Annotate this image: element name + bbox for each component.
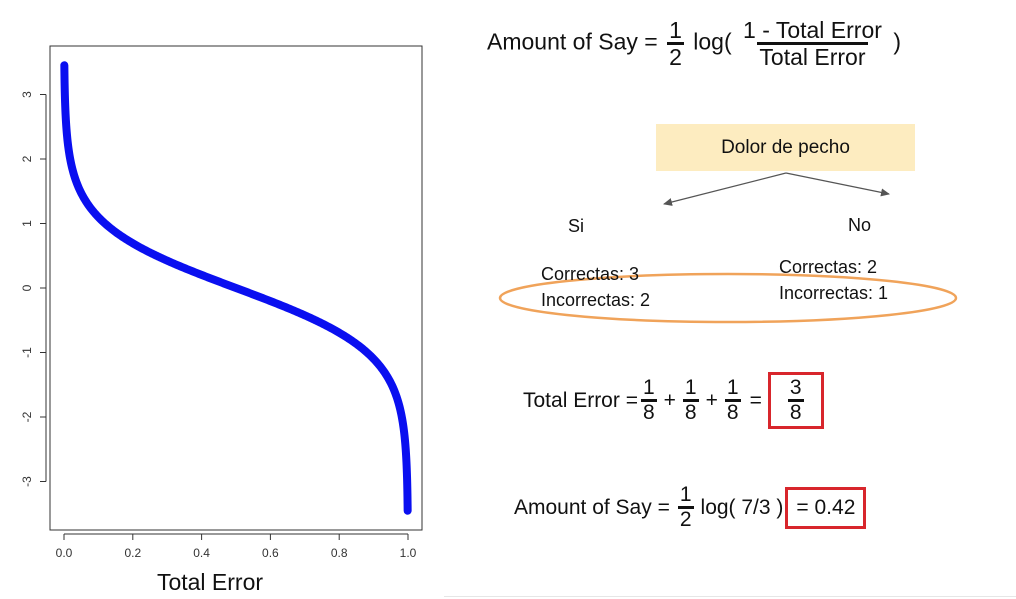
term-2-numerator: 1: [684, 376, 697, 399]
amount-of-say-formula: Amount of Say = 1 2 log( 1 - Total Error…: [487, 18, 901, 69]
result-numerator: 3: [789, 376, 802, 399]
amount-say-highlight-box: = 0.42: [785, 486, 867, 529]
amount-of-say-chart: 0.0 0.2 0.4 0.6 0.8 1.0 3 2 1 0 -1 -2 -3 Total Erro…: [20, 45, 423, 595]
x-tick-label: 0.2: [124, 546, 141, 560]
result-denominator: 8: [787, 399, 804, 425]
result-half-fraction: 1 2: [677, 483, 694, 532]
term-3-denominator: 8: [724, 399, 741, 425]
half-numerator: 1: [669, 17, 682, 43]
result-highlight-box: 3 8: [767, 372, 824, 430]
x-tick-label: 0.8: [331, 546, 348, 560]
branch-left-arrow: [663, 172, 787, 206]
y-tick-label: 2: [20, 155, 34, 162]
leaf-left-correct: Correctas: 3: [541, 264, 640, 284]
y-tick-label: 1: [20, 220, 34, 227]
tree-branches: [663, 172, 890, 206]
y-tick-label: 0: [20, 284, 34, 291]
half-denominator: 2: [667, 42, 684, 71]
term-3-numerator: 1: [726, 376, 739, 399]
y-tick-label: -2: [20, 411, 34, 422]
leaf-right-counts: Correctas: 2 Incorrectas: 1: [779, 254, 888, 306]
half-fraction: 1 2: [667, 18, 684, 69]
y-tick-label: -1: [20, 347, 34, 358]
x-tick-label: 1.0: [400, 546, 417, 560]
term-1-fraction: 1 8: [640, 376, 657, 425]
term-1-numerator: 1: [642, 376, 655, 399]
y-axis: 3 2 1 0 -1 -2 -3: [20, 91, 47, 487]
x-axis-label: Total Error: [157, 569, 263, 595]
result-log-expression: log( 7/3 ): [700, 495, 784, 519]
error-ratio-denominator: Total Error: [757, 42, 868, 71]
term-2-denominator: 8: [682, 399, 699, 425]
term-1-denominator: 8: [640, 399, 657, 425]
x-tick-label: 0.4: [193, 546, 210, 560]
log-close: ): [893, 28, 901, 55]
result-half-numerator: 1: [679, 483, 692, 506]
plus-sign: +: [663, 388, 676, 412]
amount-of-say-result: Amount of Say = 1 2 log( 7/3 ) = 0.42: [514, 483, 867, 532]
branch-right-arrow: [785, 172, 890, 197]
leaf-right-correct: Correctas: 2: [779, 257, 878, 277]
total-error-lhs: Total Error =: [523, 388, 638, 412]
error-ratio-fraction: 1 - Total Error Total Error: [741, 18, 884, 69]
bottom-divider: [444, 596, 1016, 597]
formula-lhs: Amount of Say =: [487, 28, 658, 55]
x-axis: 0.0 0.2 0.4 0.6 0.8 1.0: [56, 533, 417, 560]
result-fraction: 3 8: [787, 376, 804, 425]
total-error-formula: Total Error = 1 8 + 1 8 + 1 8 = 3 8: [523, 372, 824, 430]
log-open: log(: [693, 28, 732, 55]
plus-sign: +: [705, 388, 718, 412]
term-3-fraction: 1 8: [724, 376, 741, 425]
leaf-right-incorrect: Incorrectas: 1: [779, 283, 889, 303]
y-tick-label: 3: [20, 91, 34, 98]
leaf-left-counts: Correctas: 3 Incorrectas: 2: [541, 261, 650, 313]
error-ratio-numerator: 1 - Total Error: [743, 17, 882, 43]
amount-say-value: = 0.42: [796, 495, 856, 519]
leaf-highlight-ellipse: [498, 272, 958, 324]
x-tick-label: 0.0: [56, 546, 73, 560]
branch-left-label: Si: [568, 216, 585, 236]
plot-frame: [49, 45, 423, 531]
y-tick-label: -3: [20, 476, 34, 487]
branch-right-label: No: [848, 215, 872, 235]
tree-root-label: Dolor de pecho: [721, 136, 850, 158]
curve-series: [60, 61, 412, 515]
term-2-fraction: 1 8: [682, 376, 699, 425]
result-lhs: Amount of Say =: [514, 495, 670, 519]
tree-root-box: Dolor de pecho: [656, 124, 915, 171]
equals-sign: =: [749, 388, 762, 412]
leaf-left-incorrect: Incorrectas: 2: [541, 290, 651, 310]
x-tick-label: 0.6: [262, 546, 279, 560]
result-half-denominator: 2: [677, 506, 694, 532]
